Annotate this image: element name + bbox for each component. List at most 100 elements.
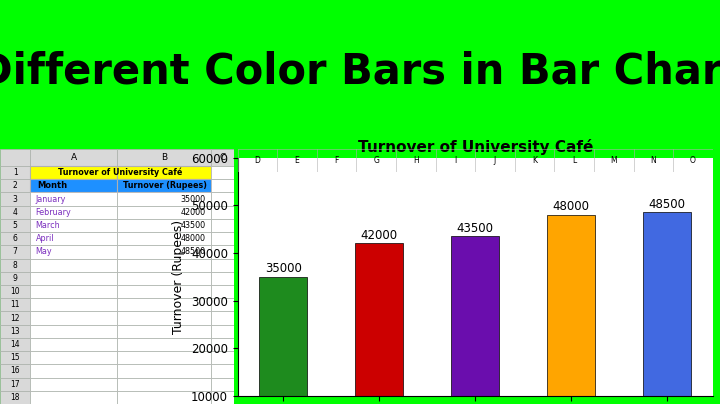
Bar: [643, 213, 691, 404]
Bar: [30, 272, 117, 285]
Bar: [0, 311, 30, 325]
Text: 48500: 48500: [181, 248, 206, 257]
Bar: [451, 236, 499, 404]
Text: D: D: [254, 156, 261, 165]
Bar: [117, 351, 211, 364]
Bar: [117, 192, 211, 206]
Text: G: G: [373, 156, 379, 165]
Text: 7: 7: [13, 248, 18, 257]
Bar: [30, 378, 117, 391]
Bar: [0, 391, 30, 404]
Text: C: C: [219, 153, 225, 162]
Bar: [30, 259, 117, 272]
Text: N: N: [651, 156, 656, 165]
Text: J: J: [494, 156, 496, 165]
Bar: [117, 179, 211, 192]
Text: F: F: [334, 156, 339, 165]
Text: 11: 11: [11, 300, 20, 309]
Text: 9: 9: [13, 274, 18, 283]
Bar: [117, 206, 211, 219]
Bar: [210, 272, 234, 285]
Bar: [117, 298, 211, 311]
Bar: [210, 338, 234, 351]
Bar: [30, 298, 117, 311]
Text: 13: 13: [10, 327, 20, 336]
Bar: [117, 364, 211, 378]
Text: 43500: 43500: [181, 221, 206, 230]
Bar: [210, 378, 234, 391]
Bar: [210, 206, 234, 219]
Bar: [210, 325, 234, 338]
Text: 43500: 43500: [456, 222, 494, 235]
Bar: [210, 179, 234, 192]
Bar: [117, 232, 211, 245]
Bar: [210, 259, 234, 272]
Bar: [210, 219, 234, 232]
Bar: [0, 298, 30, 311]
Text: Turnover of University Café: Turnover of University Café: [58, 168, 183, 177]
Text: 42000: 42000: [361, 229, 397, 242]
Bar: [117, 325, 211, 338]
Bar: [30, 391, 117, 404]
Bar: [117, 219, 211, 232]
Bar: [210, 391, 234, 404]
Bar: [210, 245, 234, 259]
Text: Month: Month: [37, 181, 68, 190]
Bar: [0, 232, 30, 245]
Bar: [547, 215, 595, 404]
Text: 3: 3: [13, 195, 18, 204]
Text: 2: 2: [13, 181, 17, 190]
Title: Turnover of University Café: Turnover of University Café: [358, 139, 593, 155]
Bar: [355, 243, 403, 404]
Text: January: January: [35, 195, 66, 204]
Bar: [0, 149, 30, 166]
Text: B: B: [161, 153, 167, 162]
Bar: [30, 364, 117, 378]
Text: K: K: [532, 156, 537, 165]
Text: 48000: 48000: [181, 234, 206, 243]
Bar: [0, 351, 30, 364]
Bar: [117, 272, 211, 285]
Bar: [30, 232, 117, 245]
Text: H: H: [413, 156, 418, 165]
Bar: [0, 325, 30, 338]
Bar: [210, 364, 234, 378]
Bar: [30, 338, 117, 351]
Text: E: E: [294, 156, 300, 165]
Bar: [210, 166, 234, 179]
Bar: [117, 378, 211, 391]
Bar: [117, 259, 211, 272]
Bar: [117, 166, 211, 179]
Bar: [30, 311, 117, 325]
Bar: [0, 245, 30, 259]
Text: I: I: [454, 156, 456, 165]
Text: L: L: [572, 156, 576, 165]
Bar: [30, 206, 117, 219]
Bar: [30, 351, 117, 364]
Text: 48500: 48500: [649, 198, 685, 211]
Bar: [0, 285, 30, 298]
Bar: [30, 285, 117, 298]
Bar: [0, 272, 30, 285]
Text: 14: 14: [10, 340, 20, 349]
Bar: [0, 259, 30, 272]
Bar: [30, 192, 117, 206]
Bar: [0, 206, 30, 219]
Bar: [259, 277, 307, 404]
Text: 6: 6: [13, 234, 18, 243]
Text: May: May: [35, 248, 53, 257]
Text: February: February: [35, 208, 71, 217]
Text: April: April: [35, 234, 54, 243]
Bar: [117, 149, 211, 166]
Bar: [30, 179, 117, 192]
Bar: [0, 364, 30, 378]
Bar: [30, 219, 117, 232]
Bar: [30, 245, 117, 259]
Bar: [117, 391, 211, 404]
Bar: [210, 232, 234, 245]
Bar: [0, 219, 30, 232]
Bar: [30, 149, 117, 166]
Bar: [30, 325, 117, 338]
Bar: [0, 179, 30, 192]
Text: 35000: 35000: [181, 195, 206, 204]
